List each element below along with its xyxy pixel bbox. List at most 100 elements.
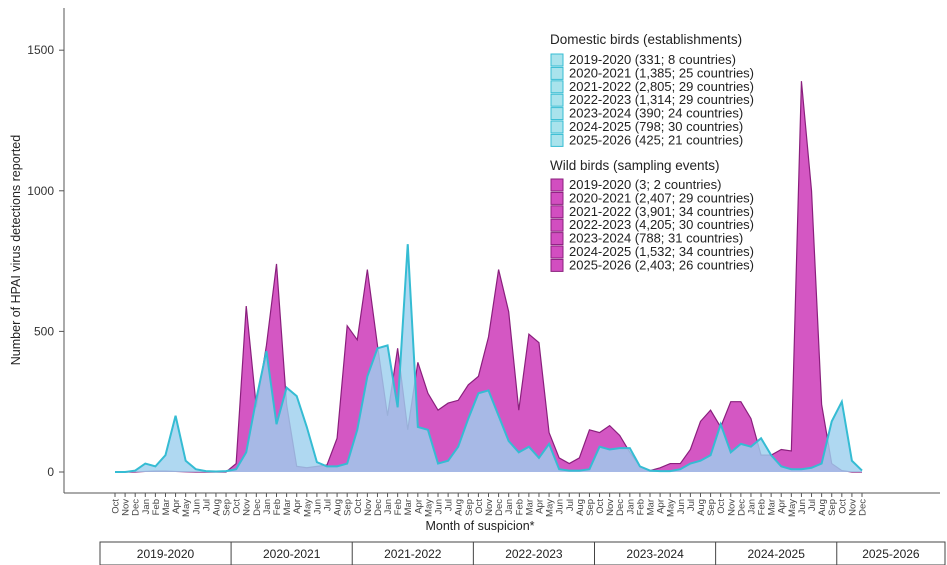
x-tick-label: Sep bbox=[464, 499, 475, 516]
x-tick-label: Dec bbox=[252, 499, 263, 516]
x-tick-label: Nov bbox=[363, 499, 374, 516]
legend-domestic-title: Domestic birds (establishments) bbox=[550, 32, 742, 47]
x-ticks: Oct Nov Dec Jan Feb Mar Apr May Jun Jul Aug Sep Oct N… bbox=[111, 493, 869, 517]
legend-wild-swatch bbox=[550, 232, 564, 246]
x-tick-label: Jul bbox=[201, 499, 212, 511]
x-tick-label: May bbox=[666, 499, 677, 517]
x-tick-label: Dec bbox=[858, 499, 869, 516]
x-tick-label: Apr bbox=[413, 499, 424, 514]
x-tick-label: Feb bbox=[635, 499, 646, 515]
x-tick-label: Oct bbox=[716, 499, 727, 514]
x-tick-label: Jul bbox=[322, 499, 333, 511]
season-label: 2020-2021 bbox=[263, 547, 321, 561]
season-bar-frame bbox=[99, 541, 946, 565]
x-tick-label: Oct bbox=[111, 499, 122, 514]
x-tick-label: Jan bbox=[141, 499, 152, 514]
plot-areas bbox=[115, 81, 863, 473]
y-ticks: 0 500 1000 1500 bbox=[27, 43, 64, 479]
x-tick-label: Dec bbox=[131, 499, 142, 516]
x-tick-label: Oct bbox=[232, 499, 243, 514]
x-tick-label: May bbox=[181, 499, 192, 517]
x-tick-label: Mar bbox=[403, 499, 414, 515]
x-tick-label: Sep bbox=[706, 499, 717, 516]
x-tick-label: Apr bbox=[777, 499, 788, 514]
legend-domestic-label: 2022-2023 (1,314; 29 countries) bbox=[569, 92, 754, 107]
x-tick-label: Mar bbox=[524, 499, 535, 515]
x-tick-label: Feb bbox=[757, 499, 768, 515]
legend-wild-label: 2020-2021 (2,407; 29 countries) bbox=[569, 190, 754, 205]
legend-wild-swatch bbox=[550, 205, 564, 219]
x-tick-label: Oct bbox=[474, 499, 485, 514]
x-tick-label: Mar bbox=[161, 499, 172, 515]
season-label: 2022-2023 bbox=[505, 547, 563, 561]
legend-domestic-label: 2024-2025 (798; 30 countries) bbox=[569, 119, 743, 134]
legend-wild-label: 2025-2026 (2,403; 26 countries) bbox=[569, 257, 754, 272]
x-axis-title: Month of suspicion* bbox=[425, 519, 534, 533]
x-tick-label: May bbox=[545, 499, 556, 517]
legend-domestic-label: 2025-2026 (425; 21 countries) bbox=[569, 132, 743, 147]
y-tick-label: 0 bbox=[47, 465, 54, 479]
legend-wild-title: Wild birds (sampling events) bbox=[550, 158, 720, 173]
y-axis-title: Number of HPAI virus detections reported bbox=[9, 135, 23, 365]
x-tick-label: Dec bbox=[494, 499, 505, 516]
x-tick-label: Jun bbox=[434, 499, 445, 514]
x-tick-label: Jun bbox=[676, 499, 687, 514]
x-tick-label: Oct bbox=[837, 499, 848, 514]
legend-domestic-swatch bbox=[550, 80, 564, 94]
legend-wild-entries: 2019-2020 (3; 2 countries)2020-2021 (2,4… bbox=[550, 177, 754, 272]
x-tick-label: Nov bbox=[726, 499, 737, 516]
x-tick-label: Dec bbox=[615, 499, 626, 516]
x-tick-label: May bbox=[787, 499, 798, 517]
legend-domestic-swatch bbox=[550, 53, 564, 67]
x-tick-label: Mar bbox=[282, 499, 293, 515]
legend-domestic-label: 2023-2024 (390; 24 countries) bbox=[569, 106, 743, 121]
legend-wild-swatch bbox=[550, 245, 564, 259]
x-tick-label: Aug bbox=[333, 499, 344, 516]
legend-wild-label: 2023-2024 (788; 31 countries) bbox=[569, 231, 743, 246]
x-tick-label: Jun bbox=[797, 499, 808, 514]
season-label: 2024-2025 bbox=[748, 547, 806, 561]
x-tick-label: Apr bbox=[171, 499, 182, 514]
x-tick-label: Nov bbox=[847, 499, 858, 516]
season-label: 2021-2022 bbox=[384, 547, 442, 561]
x-tick-label: Apr bbox=[534, 499, 545, 514]
x-tick-label: Jan bbox=[383, 499, 394, 514]
legend-domestic-swatch bbox=[550, 133, 564, 147]
x-tick-label: Oct bbox=[353, 499, 364, 514]
legend: Domestic birds (establishments) 2019-202… bbox=[550, 32, 754, 272]
x-tick-label: Jun bbox=[555, 499, 566, 514]
y-tick-label: 1500 bbox=[27, 43, 54, 57]
x-tick-label: May bbox=[423, 499, 434, 517]
x-tick-label: Sep bbox=[222, 499, 233, 516]
x-tick-label: Apr bbox=[656, 499, 667, 514]
x-tick-label: Dec bbox=[736, 499, 747, 516]
legend-wild-label: 2024-2025 (1,532; 34 countries) bbox=[569, 244, 754, 259]
x-tick-label: Mar bbox=[646, 499, 657, 515]
y-tick-label: 1000 bbox=[27, 184, 54, 198]
legend-domestic-entries: 2019-2020 (331; 8 countries)2020-2021 (1… bbox=[550, 52, 754, 147]
wild-birds-line bbox=[115, 81, 862, 473]
x-tick-label: Aug bbox=[454, 499, 465, 516]
legend-wild-swatch bbox=[550, 191, 564, 205]
x-tick-label: Dec bbox=[373, 499, 384, 516]
season-label: 2025-2026 bbox=[862, 547, 920, 561]
axes bbox=[63, 8, 940, 494]
x-tick-label: Mar bbox=[767, 499, 778, 515]
x-tick-label: Jan bbox=[262, 499, 273, 514]
x-tick-label: Feb bbox=[272, 499, 283, 515]
x-tick-label: Aug bbox=[696, 499, 707, 516]
legend-wild-label: 2021-2022 (3,901; 34 countries) bbox=[569, 204, 754, 219]
x-tick-label: Jul bbox=[444, 499, 455, 511]
x-tick-label: Sep bbox=[585, 499, 596, 516]
legend-wild-swatch bbox=[550, 218, 564, 232]
x-tick-label: Jan bbox=[504, 499, 515, 514]
legend-domestic-swatch bbox=[550, 120, 564, 134]
x-tick-label: Jun bbox=[191, 499, 202, 514]
legend-wild-label: 2022-2023 (4,205; 30 countries) bbox=[569, 217, 754, 232]
x-tick-label: Nov bbox=[242, 499, 253, 516]
legend-domestic-label: 2020-2021 (1,385; 25 countries) bbox=[569, 65, 754, 80]
x-tick-label: Jun bbox=[312, 499, 323, 514]
x-tick-label: Nov bbox=[605, 499, 616, 516]
legend-wild-label: 2019-2020 (3; 2 countries) bbox=[569, 177, 721, 192]
